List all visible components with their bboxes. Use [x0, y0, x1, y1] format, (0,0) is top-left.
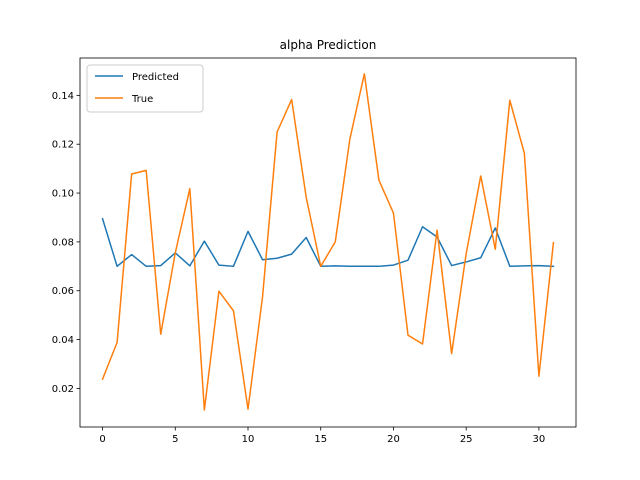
- axes-layer: 0 5 10 15 20 25 30 0.02 0.04 0.06 0.08 0.10 0.12 0.14: [52, 57, 577, 445]
- x-tick-label: 30: [533, 434, 546, 445]
- x-tick-label: 10: [242, 434, 255, 445]
- x-tick-label: 0: [99, 434, 105, 445]
- y-tick-label: 0.12: [52, 140, 74, 151]
- y-tick-label: 0.10: [52, 189, 74, 200]
- x-tick-label: 20: [387, 434, 400, 445]
- series-layer: [101, 73, 555, 411]
- y-tick-label: 0.02: [52, 384, 74, 395]
- y-tick-label: 0.08: [52, 237, 74, 248]
- chart-title: alpha Prediction: [280, 38, 377, 52]
- y-tick-label: 0.06: [52, 286, 74, 297]
- series-line-predicted: [101, 217, 555, 268]
- axes-frame: [79, 57, 577, 428]
- x-tick-label: 5: [172, 434, 178, 445]
- y-tick-label: 0.14: [52, 91, 74, 102]
- legend: Predicted True: [86, 64, 204, 113]
- plot-area: [80, 58, 576, 427]
- legend-label-predicted: Predicted: [132, 72, 179, 83]
- legend-label-true: True: [131, 94, 153, 105]
- x-tick-label: 25: [460, 434, 473, 445]
- series-line-true: [101, 73, 555, 411]
- x-tick-label: 15: [314, 434, 327, 445]
- y-tick-label: 0.04: [52, 335, 74, 346]
